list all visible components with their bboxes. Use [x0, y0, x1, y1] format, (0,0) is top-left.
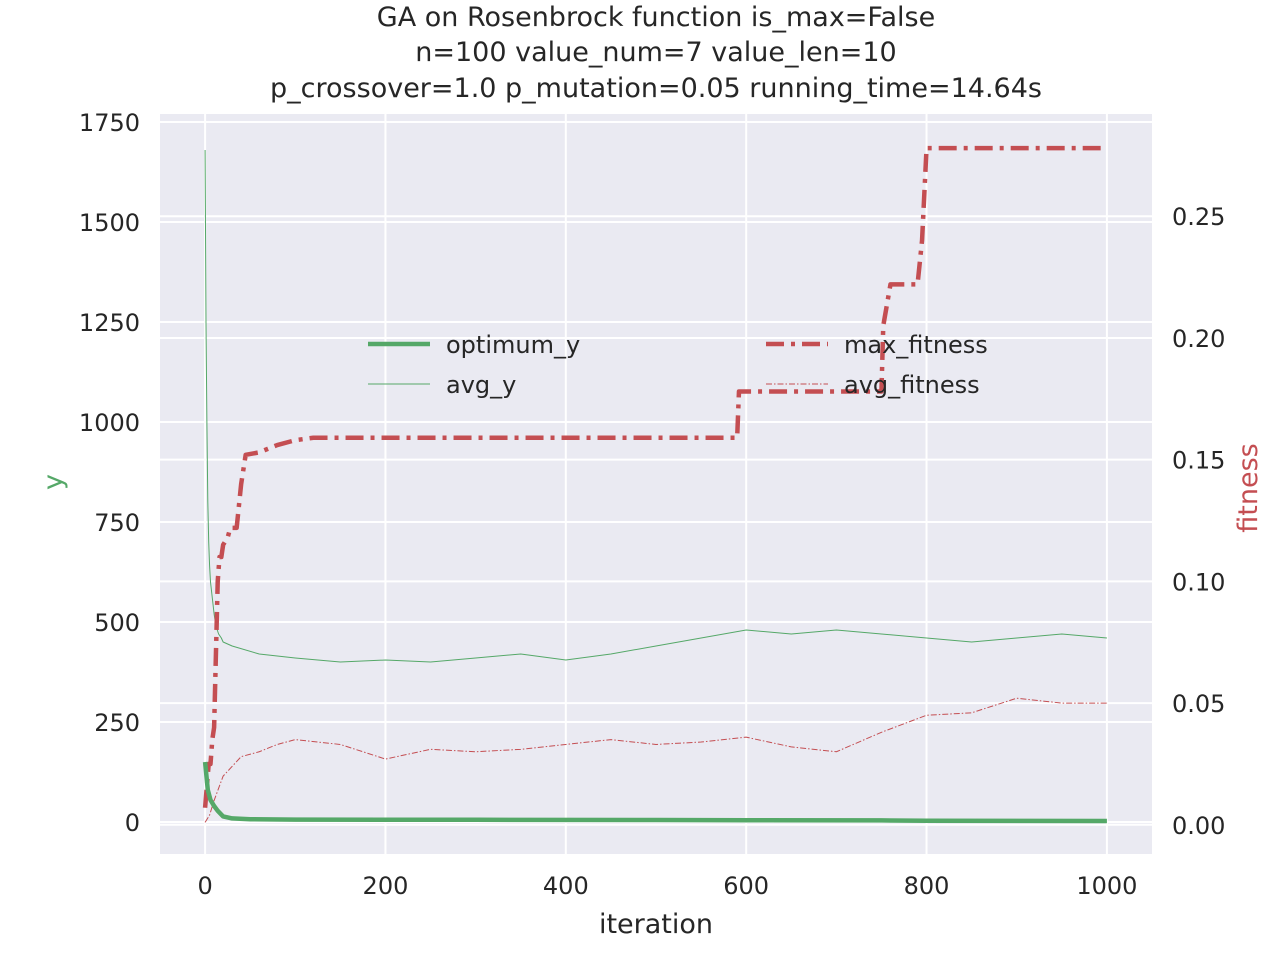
y-left-axis-label: y: [38, 474, 69, 490]
legend-label-avg-fitness: avg_fitness: [844, 371, 980, 399]
series-line-max-fitness: [202, 145, 1107, 808]
y-right-tick-labels: 0.00 0.05 0.10 0.15 0.20 0.25: [1172, 203, 1225, 840]
x-tick-label: 800: [904, 872, 950, 900]
y-right-tick-label: 0.05: [1172, 690, 1225, 718]
y-right-tick-label: 0.20: [1172, 325, 1225, 353]
y-right-tick-label: 0.10: [1172, 568, 1225, 596]
series-line-avg-fitness: [204, 697, 1107, 823]
y-left-tick-label: 500: [94, 609, 140, 637]
y-right-axis-label: fitness: [1233, 443, 1264, 532]
legend-left: optimum_y avg_y: [368, 331, 580, 399]
y-left-tick-label: 1000: [79, 409, 140, 437]
x-tick-labels: 0 200 400 600 800 1000: [197, 872, 1137, 900]
plot-area: [160, 114, 1152, 854]
chart-title-line-3: p_crossover=1.0 p_mutation=0.05 running_…: [270, 73, 1042, 104]
chart-title-line-2: n=100 value_num=7 value_len=10: [415, 37, 896, 68]
y-left-tick-label: 0: [125, 809, 140, 837]
x-axis-label: iteration: [599, 909, 713, 940]
y-left-tick-label: 750: [94, 509, 140, 537]
x-tick-label: 1000: [1076, 872, 1137, 900]
x-tick-label: 200: [363, 872, 409, 900]
x-tick-label: 0: [197, 872, 212, 900]
y-left-tick-label: 1250: [79, 309, 140, 337]
grid-horizontal-right: [160, 215, 1152, 826]
legend-label-avg-y: avg_y: [446, 371, 516, 399]
x-tick-label: 400: [543, 872, 589, 900]
x-tick-label: 600: [723, 872, 769, 900]
y-right-tick-label: 0.00: [1172, 812, 1225, 840]
y-right-tick-label: 0.25: [1172, 203, 1225, 231]
y-left-tick-label: 1750: [79, 109, 140, 137]
series-line-optimum-y: [202, 761, 1107, 824]
chart-title-line-1: GA on Rosenbrock function is_max=False: [377, 2, 935, 33]
series-line-avg-y: [204, 149, 1107, 663]
legend-label-max-fitness: max_fitness: [844, 331, 988, 359]
y-left-tick-labels: 0 250 500 750 1000 1250 1500 1750: [79, 109, 140, 837]
series-layer: [202, 145, 1107, 824]
y-left-tick-label: 250: [94, 709, 140, 737]
legend-label-optimum-y: optimum_y: [446, 331, 580, 359]
y-left-tick-label: 1500: [79, 209, 140, 237]
y-right-tick-label: 0.15: [1172, 447, 1225, 475]
legend-right: max_fitness avg_fitness: [766, 331, 988, 399]
